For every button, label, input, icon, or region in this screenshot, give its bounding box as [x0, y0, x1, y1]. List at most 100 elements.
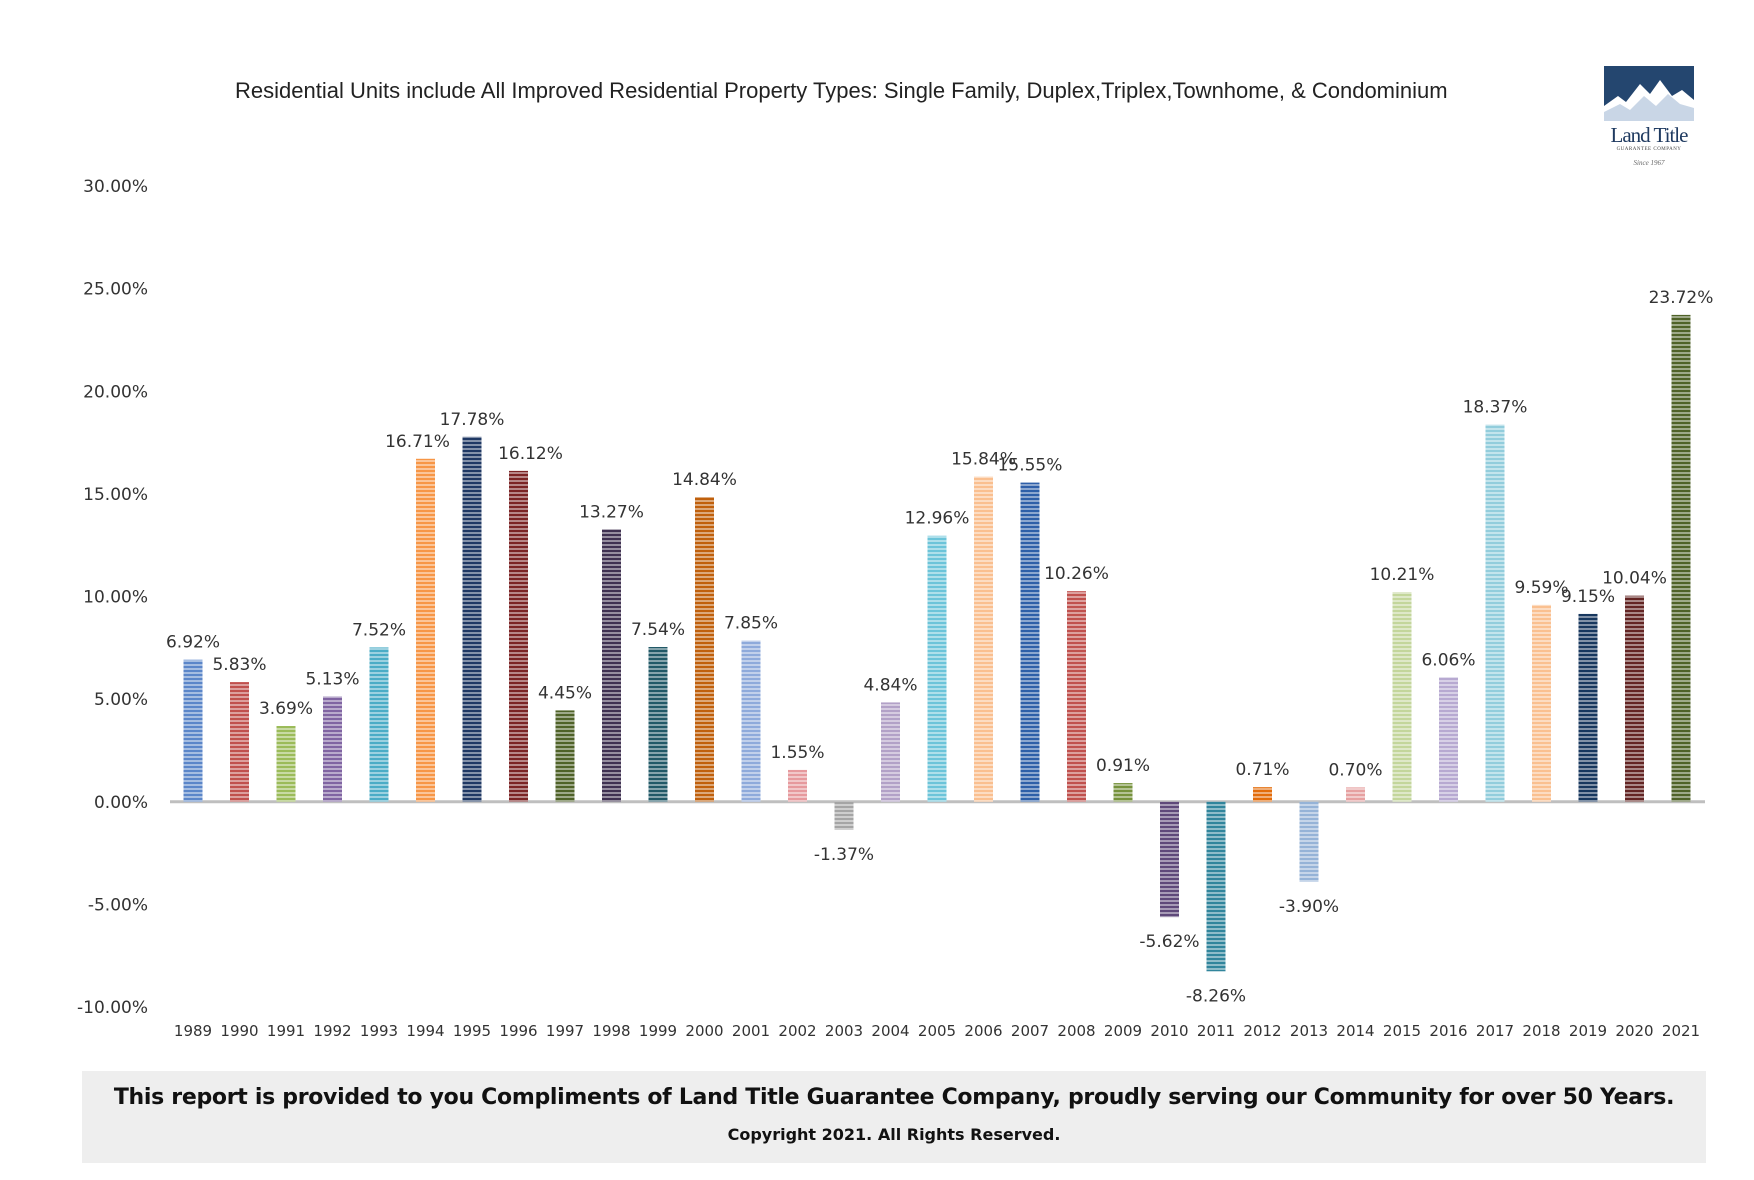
bar-2020: [1625, 595, 1644, 802]
bar-stripes: [1532, 604, 1551, 802]
bar-2004: [881, 702, 900, 802]
x-tick-label: 2003: [825, 1022, 863, 1040]
bar-stripes: [1671, 314, 1691, 802]
y-tick-label: 0.00%: [94, 793, 148, 813]
x-tick-label: 2013: [1290, 1022, 1328, 1040]
data-label: 18.37%: [1463, 398, 1528, 418]
bar-stripes: [741, 640, 761, 802]
bar-stripes: [323, 696, 342, 802]
bar-stripes: [276, 726, 296, 802]
y-tick-label: 20.00%: [83, 382, 148, 402]
data-label: 0.70%: [1328, 760, 1382, 780]
data-label: 9.59%: [1514, 578, 1568, 598]
data-label: 7.54%: [631, 620, 685, 640]
data-label: 13.27%: [579, 502, 644, 522]
bar-2001: [741, 640, 761, 802]
x-tick-label: 1992: [313, 1022, 351, 1040]
data-label: -3.90%: [1279, 897, 1339, 917]
data-label: 7.85%: [724, 614, 778, 634]
x-tick-label: 1997: [546, 1022, 584, 1040]
bar-1990: [230, 682, 249, 802]
bar-2007: [1020, 482, 1040, 802]
x-tick-label: 1990: [220, 1022, 258, 1040]
bar-2005: [927, 535, 947, 802]
x-tick-label: 2011: [1197, 1022, 1235, 1040]
bar-stripes: [555, 710, 575, 802]
data-label: 12.96%: [905, 509, 970, 529]
bar-stripes: [1625, 595, 1644, 802]
x-tick-label: 2009: [1104, 1022, 1142, 1040]
bar-stripes: [1160, 801, 1179, 918]
bar-stripes: [1067, 591, 1086, 802]
x-tick-label: 1993: [360, 1022, 398, 1040]
logo-brand-text: Land Title: [1610, 123, 1689, 147]
bar-2021: [1671, 314, 1691, 802]
bar-stripes: [509, 470, 528, 802]
footer-message: This report is provided to you Complimen…: [113, 1085, 1675, 1110]
bar-stripes: [1346, 787, 1365, 802]
mountain-logo-icon: [1604, 66, 1694, 121]
bar-1995: [462, 436, 482, 802]
x-tick-label: 2020: [1615, 1022, 1653, 1040]
bar-2019: [1578, 613, 1598, 802]
x-tick-label: 1994: [406, 1022, 444, 1040]
y-tick-label: -10.00%: [77, 998, 148, 1018]
data-label: 5.83%: [212, 655, 266, 675]
bar-1997: [555, 710, 575, 802]
bar-1998: [602, 529, 621, 802]
logo-company-text: GUARANTEE COMPANY: [1616, 147, 1682, 152]
x-tick-label: 2018: [1522, 1022, 1560, 1040]
x-tick-label: 2006: [964, 1022, 1002, 1040]
bar-2003: [834, 801, 854, 830]
bar-stripes: [881, 702, 900, 802]
x-tick-label: 2007: [1011, 1022, 1049, 1040]
bar-stripes: [602, 529, 621, 802]
data-label: -8.26%: [1186, 986, 1246, 1006]
y-tick-label: 5.00%: [94, 690, 148, 710]
bar-2017: [1485, 424, 1505, 802]
data-label: 15.84%: [951, 450, 1016, 470]
data-label: -5.62%: [1139, 932, 1199, 952]
bar-stripes: [695, 497, 714, 802]
bar-1989: [183, 659, 203, 802]
bar-1993: [369, 647, 389, 802]
bar-stripes: [462, 436, 482, 802]
bar-stripes: [1578, 613, 1598, 802]
bar-2011: [1206, 801, 1226, 972]
x-tick-label: 1995: [453, 1022, 491, 1040]
x-tick-label: 2017: [1476, 1022, 1514, 1040]
logo-since-text: Since 1967: [1633, 159, 1665, 167]
data-label: 10.26%: [1044, 564, 1109, 584]
x-tick-label: 2001: [732, 1022, 770, 1040]
bar-stripes: [834, 801, 854, 830]
bar-2008: [1067, 591, 1086, 802]
bars-group: 6.92%5.83% 3.69% 5.13% 7.52% 16.71%17.78% 16.…: [166, 288, 1713, 1006]
bar-2016: [1439, 677, 1458, 802]
bar-stripes: [1485, 424, 1505, 802]
bar-2002: [788, 769, 807, 802]
bar-2009: [1113, 783, 1133, 802]
x-tick-label: 2002: [778, 1022, 816, 1040]
bar-stripes: [1206, 801, 1226, 972]
data-label: 17.78%: [440, 410, 505, 430]
bar-stripes: [974, 476, 993, 802]
data-label: 3.69%: [259, 699, 313, 719]
bar-stripes: [230, 682, 249, 802]
y-tick-label: 25.00%: [83, 280, 148, 300]
bar-chart: 30.00% 25.00% 20.00% 15.00% 10.00% 5.00% 0.00%…: [77, 177, 1713, 1040]
bar-2014: [1346, 787, 1365, 802]
bar-2000: [695, 497, 714, 802]
bar-2015: [1392, 592, 1412, 802]
data-label: 4.84%: [863, 675, 917, 695]
bar-stripes: [1299, 801, 1319, 882]
chart-subtitle: Residential Units include All Improved R…: [235, 78, 1448, 103]
x-tick-label: 2021: [1662, 1022, 1700, 1040]
bar-2010: [1160, 801, 1179, 918]
x-tick-label: 1989: [174, 1022, 212, 1040]
x-tick-label: 2008: [1057, 1022, 1095, 1040]
x-tick-label: 2016: [1429, 1022, 1467, 1040]
bar-stripes: [1253, 787, 1272, 802]
bar-stripes: [927, 535, 947, 802]
x-tick-label: 2015: [1383, 1022, 1421, 1040]
data-label: 10.04%: [1602, 569, 1667, 589]
